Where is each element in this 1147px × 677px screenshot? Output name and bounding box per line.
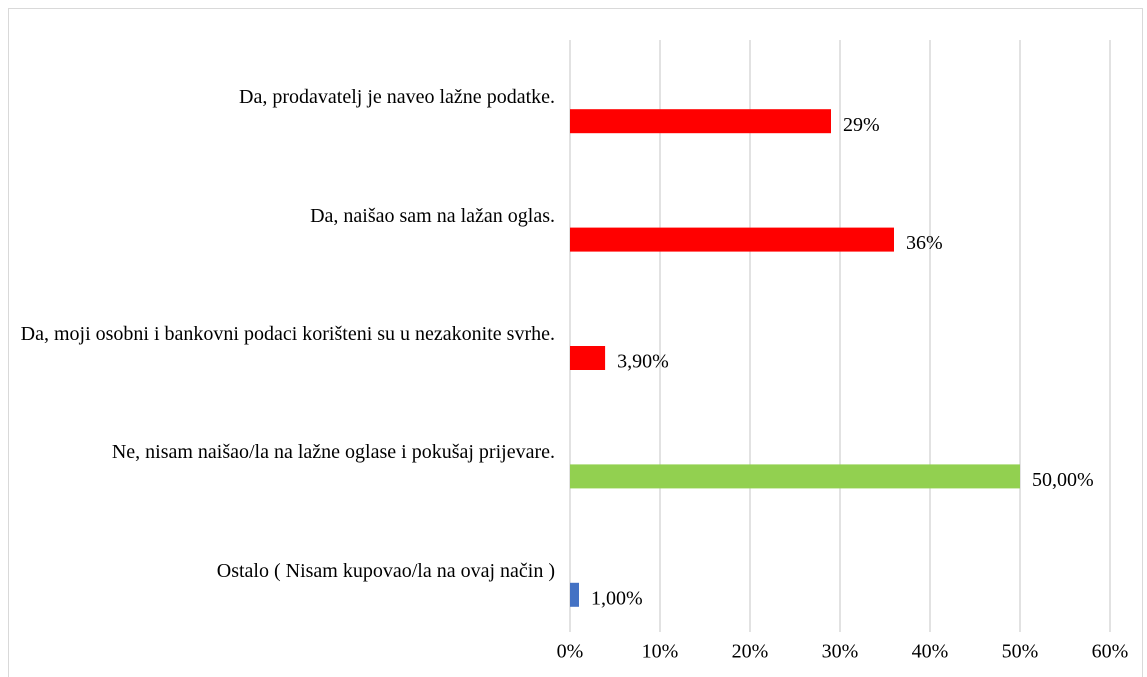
x-tick-label: 20% <box>732 641 769 663</box>
x-tick-label: 40% <box>912 641 949 663</box>
bar <box>570 582 579 607</box>
category-label-box: Da, prodavatelj je naveo lažne podatke. <box>15 84 555 110</box>
x-tick-label: 30% <box>822 641 859 663</box>
bar <box>570 464 1020 489</box>
bar <box>570 227 894 252</box>
value-label: 50,00% <box>1032 469 1094 491</box>
category-label-box: Da, naišao sam na lažan oglas. <box>15 203 555 229</box>
value-label: 3,90% <box>617 351 669 373</box>
y-tick-label: Da, prodavatelj je naveo lažne podatke. <box>239 86 555 109</box>
bar <box>570 109 831 134</box>
y-tick-label: Ne, nisam naišao/la na lažne oglase i po… <box>111 441 555 464</box>
value-label: 29% <box>843 114 880 136</box>
chart-frame <box>8 8 1143 677</box>
y-tick-label: Da, moji osobni i bankovni podaci korišt… <box>20 323 555 345</box>
bar <box>570 346 606 370</box>
x-tick-label: 0% <box>557 641 584 663</box>
x-tick-label: 10% <box>642 641 679 663</box>
category-label-box: Da, moji osobni i bankovni podaci korišt… <box>15 321 555 347</box>
x-tick-label: 60% <box>1092 641 1129 663</box>
x-tick-label: 50% <box>1002 641 1039 663</box>
y-tick-label: Da, naišao sam na lažan oglas. <box>310 204 555 227</box>
category-label-box: Ne, nisam naišao/la na lažne oglase i po… <box>15 439 555 465</box>
y-tick-label: Ostalo ( Nisam kupovao/la na ovaj način … <box>216 559 555 582</box>
value-label: 36% <box>906 232 943 254</box>
category-label-box: Ostalo ( Nisam kupovao/la na ovaj način … <box>15 558 555 584</box>
value-label: 1,00% <box>591 587 643 609</box>
